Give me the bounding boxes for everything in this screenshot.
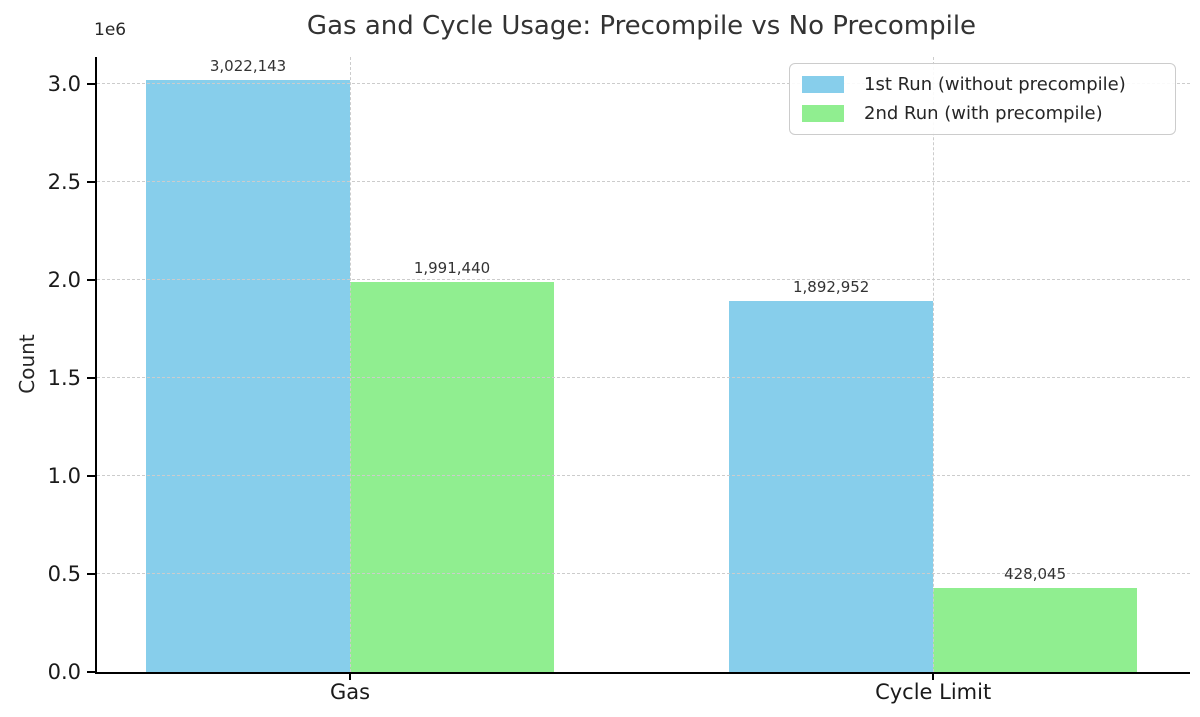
bar-series1-0 bbox=[146, 80, 351, 672]
h-gridline bbox=[97, 279, 1190, 281]
y-tick-label: 0.5 bbox=[47, 562, 81, 587]
h-gridline bbox=[97, 377, 1190, 379]
y-tick-mark bbox=[87, 671, 95, 673]
legend-swatch bbox=[802, 105, 844, 122]
x-tick-mark bbox=[349, 674, 352, 680]
y-tick-mark bbox=[87, 181, 95, 184]
legend-label: 1st Run (without precompile) bbox=[864, 74, 1126, 95]
bar-value-label: 428,045 bbox=[1004, 565, 1067, 584]
bar-value-label: 1,991,440 bbox=[413, 258, 491, 277]
x-tick-mark bbox=[932, 674, 935, 680]
y-tick-mark bbox=[87, 279, 95, 282]
legend-item: 1st Run (without precompile) bbox=[802, 70, 1163, 99]
h-gridline bbox=[97, 475, 1190, 477]
y-tick-label: 1.5 bbox=[47, 366, 81, 391]
y-axis-offset-label: 1e6 bbox=[94, 20, 127, 40]
h-gridline bbox=[97, 181, 1190, 183]
v-gridline bbox=[350, 57, 352, 672]
bar-series2-0 bbox=[350, 281, 554, 672]
legend-item: 2nd Run (with precompile) bbox=[802, 99, 1163, 128]
legend: 1st Run (without precompile) 2nd Run (wit… bbox=[789, 63, 1176, 135]
y-tick-label: 1.0 bbox=[47, 464, 81, 489]
y-tick-mark bbox=[87, 83, 95, 86]
bar-series1-1 bbox=[729, 301, 934, 672]
y-tick-label: 2.0 bbox=[47, 268, 81, 293]
y-tick-mark bbox=[87, 573, 95, 576]
chart-title: Gas and Cycle Usage: Precompile vs No Pr… bbox=[306, 11, 977, 41]
y-tick-mark bbox=[87, 475, 95, 478]
bar-series2-1 bbox=[933, 588, 1138, 672]
y-tick-mark bbox=[87, 377, 95, 380]
bar-value-label: 1,892,952 bbox=[792, 278, 870, 297]
bar-value-label: 3,022,143 bbox=[209, 57, 287, 76]
v-gridline bbox=[933, 57, 935, 672]
y-tick-label: 2.5 bbox=[47, 170, 81, 195]
legend-label: 2nd Run (with precompile) bbox=[864, 103, 1103, 124]
plot-area: 0.0 0.5 1.0 1.5 2.0 2.5 3.0 Gas Cycle Limit 3,022… bbox=[48, 57, 1190, 704]
x-tick-label: Cycle Limit bbox=[875, 680, 992, 704]
h-gridline bbox=[97, 83, 1190, 85]
y-tick-label: 3.0 bbox=[47, 72, 81, 97]
h-gridline bbox=[97, 573, 1190, 575]
legend-swatch bbox=[802, 76, 844, 93]
y-tick-label: 0.0 bbox=[47, 660, 81, 684]
x-tick-label: Gas bbox=[329, 680, 371, 704]
